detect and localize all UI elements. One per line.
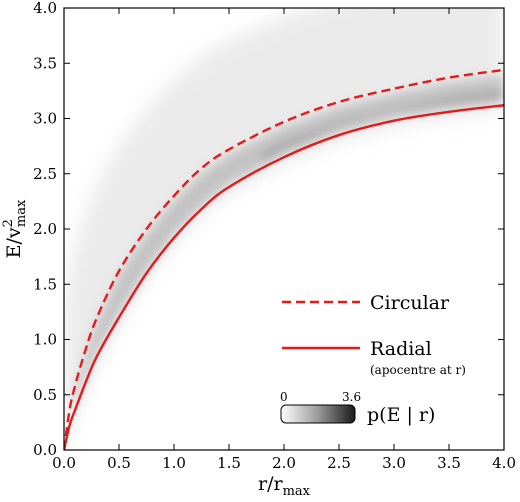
- x-tick-label: 2.0: [272, 454, 296, 472]
- y-tick-label: 1.0: [33, 331, 57, 349]
- legend: Circular Radial (apocentre at r) 0 3.6 p…: [280, 292, 466, 426]
- series-line-radial: [64, 104, 504, 450]
- x-axis-label-base: r/r: [258, 473, 283, 495]
- y-tick-label: 2.5: [33, 165, 57, 183]
- y-tick-label: 4.0: [33, 0, 57, 17]
- y-axis-label-sup: 2: [1, 219, 16, 227]
- y-tick-label: 3.0: [33, 110, 57, 128]
- x-axis-label: r/rmax: [258, 473, 311, 499]
- x-tick-label: 0.5: [107, 454, 131, 472]
- x-tick-label: 1.0: [162, 454, 186, 472]
- colorbar: [280, 404, 356, 424]
- axis-ticks: 0.0 0.5 1.0 1.5 2.0 2.5 3.0 3.5 4.0 0.0 0.5 1.0 1.5 2…: [33, 0, 516, 472]
- y-tick-label: 2.0: [33, 220, 57, 238]
- x-tick-label: 3.0: [382, 454, 406, 472]
- y-axis-label-base: E/v: [3, 227, 25, 258]
- colorbar-max-label: 3.6: [342, 390, 361, 404]
- x-tick-label: 3.5: [437, 454, 461, 472]
- curves: [64, 68, 504, 450]
- density-outer: [64, 8, 504, 450]
- legend-label-radial: Radial: [370, 338, 432, 360]
- y-axis-label-sub: max: [14, 199, 29, 227]
- colorbar-label: p(E | r): [367, 404, 435, 426]
- x-axis-label-sub: max: [283, 484, 311, 499]
- x-tick-label: 4.0: [492, 454, 516, 472]
- legend-label-circular: Circular: [370, 292, 450, 314]
- y-tick-label: 0.0: [33, 441, 57, 459]
- series-line-circular: [64, 68, 504, 450]
- x-tick-label: 1.5: [217, 454, 241, 472]
- density-heatmap: [64, 8, 504, 450]
- y-tick-label: 1.5: [33, 275, 57, 293]
- x-tick-label: 0.0: [52, 454, 76, 472]
- density-core: [64, 75, 504, 450]
- y-tick-label: 3.5: [33, 54, 57, 72]
- colorbar-min-label: 0: [280, 390, 288, 404]
- x-tick-label: 2.5: [327, 454, 351, 472]
- y-tick-label: 0.5: [33, 386, 57, 404]
- y-axis-label: E/v2max: [1, 199, 29, 258]
- legend-note-radial: (apocentre at r): [370, 363, 466, 377]
